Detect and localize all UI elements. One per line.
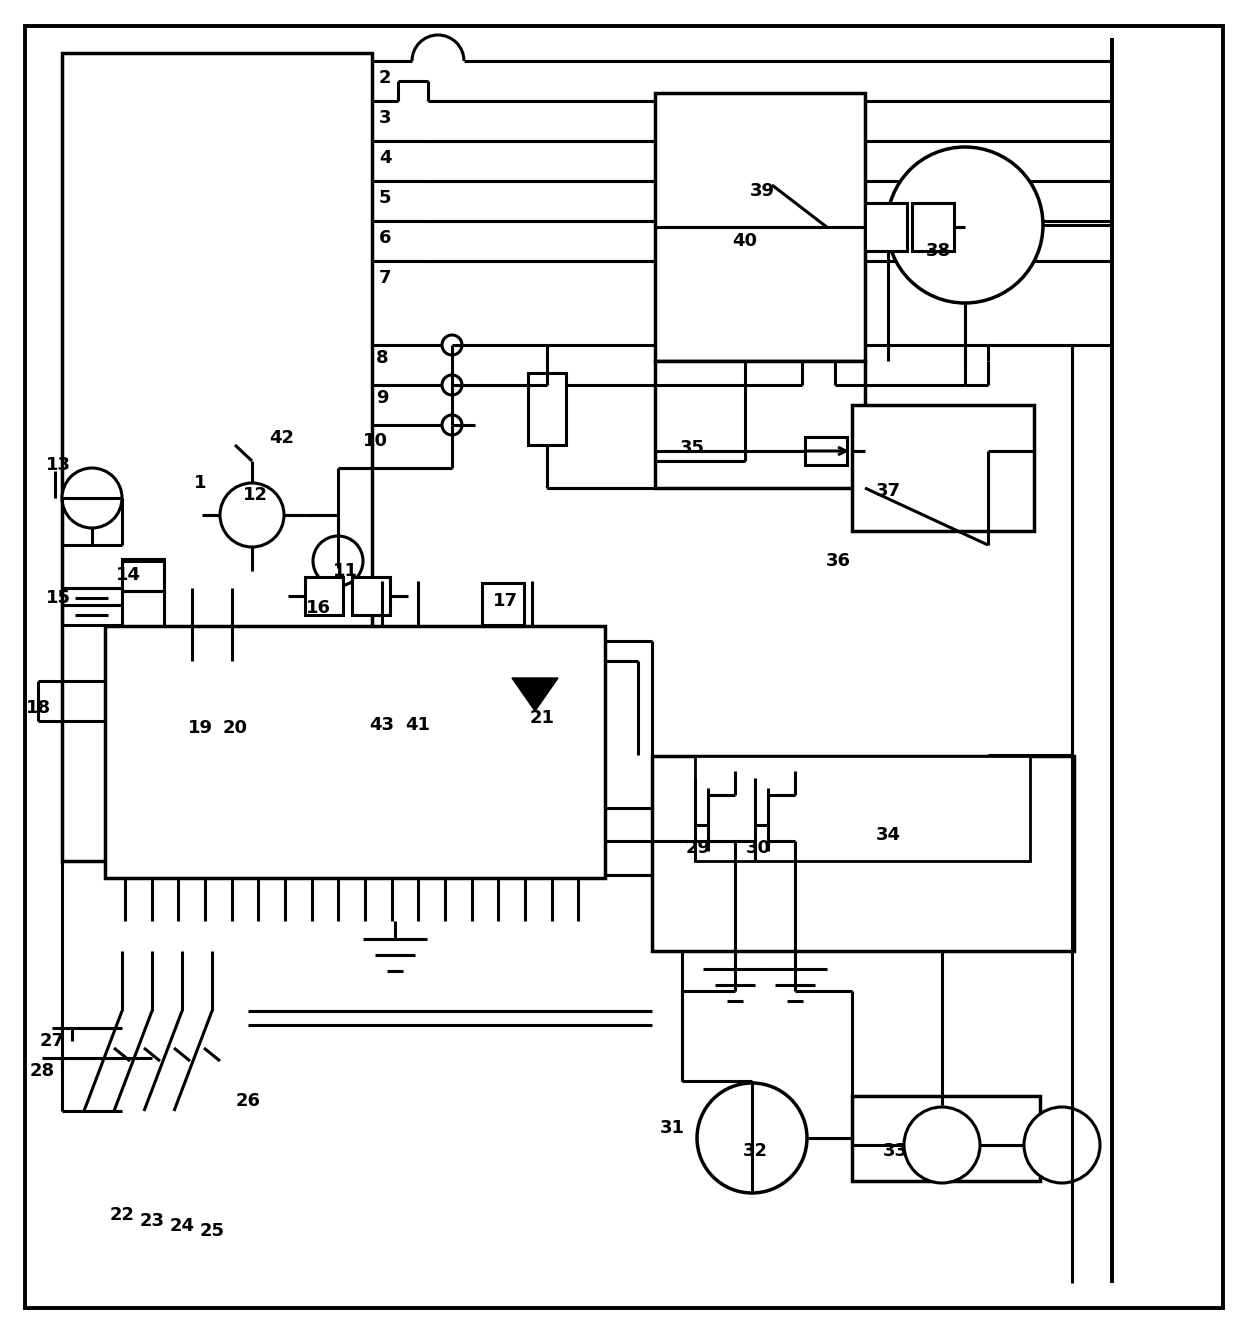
Circle shape bbox=[62, 468, 122, 528]
Text: 1: 1 bbox=[194, 475, 206, 492]
Circle shape bbox=[442, 335, 462, 355]
Text: 43: 43 bbox=[370, 716, 395, 734]
Text: 5: 5 bbox=[379, 189, 391, 207]
Circle shape bbox=[442, 415, 462, 435]
Text: 27: 27 bbox=[40, 1032, 65, 1050]
Circle shape bbox=[904, 1106, 980, 1182]
Text: 10: 10 bbox=[362, 432, 388, 451]
Text: 6: 6 bbox=[379, 229, 391, 247]
Bar bbox=[305, 577, 343, 615]
Text: 13: 13 bbox=[45, 456, 70, 475]
Bar bbox=[652, 756, 1074, 950]
Text: 17: 17 bbox=[492, 592, 518, 611]
Text: 32: 32 bbox=[742, 1142, 768, 1160]
Circle shape bbox=[1024, 1106, 1100, 1182]
Text: 2: 2 bbox=[379, 69, 391, 87]
Text: 7: 7 bbox=[379, 269, 391, 287]
Text: 4: 4 bbox=[379, 149, 391, 167]
Text: 20: 20 bbox=[222, 718, 248, 737]
Text: 41: 41 bbox=[405, 716, 430, 734]
Text: 21: 21 bbox=[530, 709, 555, 726]
Bar bbox=[105, 627, 605, 878]
Text: 42: 42 bbox=[270, 429, 295, 447]
Text: 34: 34 bbox=[875, 826, 900, 844]
Text: 15: 15 bbox=[45, 589, 70, 607]
Bar bbox=[853, 1096, 1040, 1181]
Bar bbox=[655, 361, 865, 488]
Text: 22: 22 bbox=[110, 1206, 135, 1224]
Text: 14: 14 bbox=[115, 567, 140, 584]
Bar bbox=[912, 203, 954, 251]
Circle shape bbox=[442, 375, 462, 395]
Text: 8: 8 bbox=[376, 349, 389, 367]
Text: 25: 25 bbox=[200, 1222, 225, 1240]
Bar bbox=[853, 405, 1034, 531]
Text: 9: 9 bbox=[376, 389, 389, 407]
Text: 26: 26 bbox=[235, 1092, 260, 1110]
Bar bbox=[805, 437, 848, 465]
Text: 16: 16 bbox=[305, 599, 330, 617]
Text: 30: 30 bbox=[745, 838, 770, 857]
Circle shape bbox=[312, 536, 362, 587]
Bar bbox=[695, 756, 1030, 861]
Text: 35: 35 bbox=[680, 439, 705, 457]
Text: 33: 33 bbox=[882, 1142, 908, 1160]
Bar bbox=[62, 53, 372, 861]
Text: 39: 39 bbox=[750, 183, 775, 200]
Bar bbox=[528, 373, 566, 445]
Polygon shape bbox=[512, 678, 558, 710]
Text: 19: 19 bbox=[188, 718, 213, 737]
Bar bbox=[482, 583, 524, 625]
Text: 11: 11 bbox=[332, 563, 357, 580]
Text: 37: 37 bbox=[875, 483, 900, 500]
Bar bbox=[352, 577, 390, 615]
Text: 38: 38 bbox=[925, 243, 950, 260]
Bar bbox=[865, 203, 907, 251]
Text: 3: 3 bbox=[379, 109, 391, 127]
Bar bbox=[655, 93, 865, 361]
Text: 40: 40 bbox=[732, 232, 758, 251]
Text: 18: 18 bbox=[25, 698, 50, 717]
Circle shape bbox=[698, 1082, 808, 1193]
Circle shape bbox=[888, 147, 1042, 303]
Text: 28: 28 bbox=[30, 1062, 55, 1080]
Text: 12: 12 bbox=[242, 487, 268, 504]
Text: 31: 31 bbox=[660, 1118, 685, 1137]
Text: 23: 23 bbox=[140, 1212, 165, 1230]
Bar bbox=[122, 559, 164, 591]
Text: 36: 36 bbox=[825, 552, 850, 571]
Text: 29: 29 bbox=[685, 838, 710, 857]
Circle shape bbox=[220, 483, 284, 547]
Text: 24: 24 bbox=[170, 1217, 195, 1234]
